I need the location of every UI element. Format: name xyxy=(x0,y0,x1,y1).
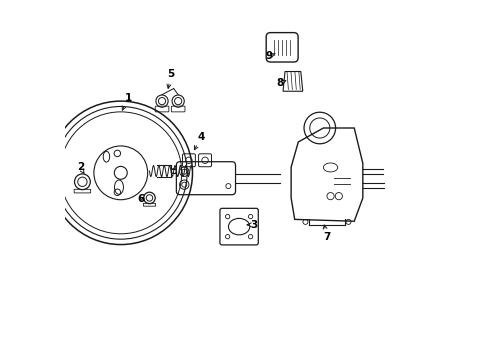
Text: 7: 7 xyxy=(323,232,330,242)
Text: 8: 8 xyxy=(275,78,283,88)
Text: 4: 4 xyxy=(197,132,205,142)
Text: 6: 6 xyxy=(137,194,144,204)
Text: 9: 9 xyxy=(265,51,272,61)
Text: 1: 1 xyxy=(124,93,131,103)
Text: 5: 5 xyxy=(167,69,174,79)
Text: 3: 3 xyxy=(249,220,257,230)
Text: 2: 2 xyxy=(77,162,84,172)
